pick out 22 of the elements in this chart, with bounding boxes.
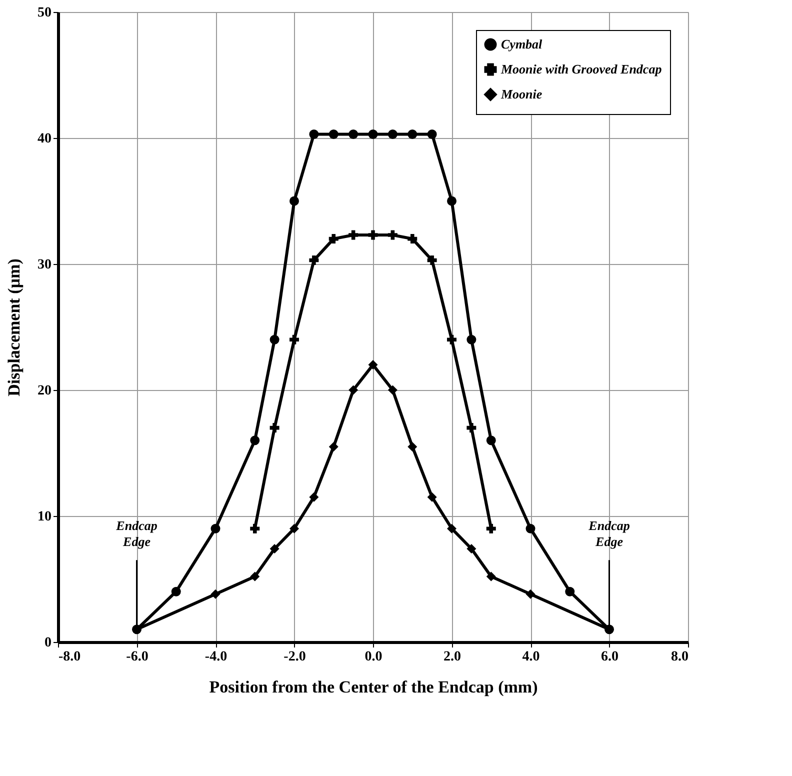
y-tick-label: 50 xyxy=(38,6,52,20)
y-tick-label: 20 xyxy=(38,384,52,398)
legend-label: Moonie with Grooved Endcap xyxy=(500,62,662,76)
x-tick-label: 0.0 xyxy=(364,650,382,664)
x-tick-label: 6.0 xyxy=(601,650,618,664)
x-tick-label: 2.0 xyxy=(444,650,461,664)
y-axis-title: Displacement (µm) xyxy=(4,258,24,396)
x-tick-label: -2.0 xyxy=(284,650,306,664)
x-tick-label: 4.0 xyxy=(522,650,540,664)
annotation: Endcap Edge xyxy=(115,518,158,550)
x-tick-label: -8.0 xyxy=(58,650,81,664)
legend-label: Cymbal xyxy=(501,36,543,52)
x-tick-label: -4.0 xyxy=(204,650,228,664)
legend-label: Moonie xyxy=(500,86,542,102)
x-axis-title: Position from the Center of the Endcap (mm) xyxy=(209,678,538,696)
y-tick-label: 30 xyxy=(38,258,52,272)
annotation: Endcap Edge xyxy=(588,518,630,550)
y-tick-label: 40 xyxy=(38,132,52,146)
x-tick-label: 8.0 xyxy=(671,650,688,664)
y-tick-label: 10 xyxy=(38,510,52,524)
x-tick-label: -6.0 xyxy=(126,650,148,664)
y-tick-label: 0 xyxy=(44,636,52,650)
